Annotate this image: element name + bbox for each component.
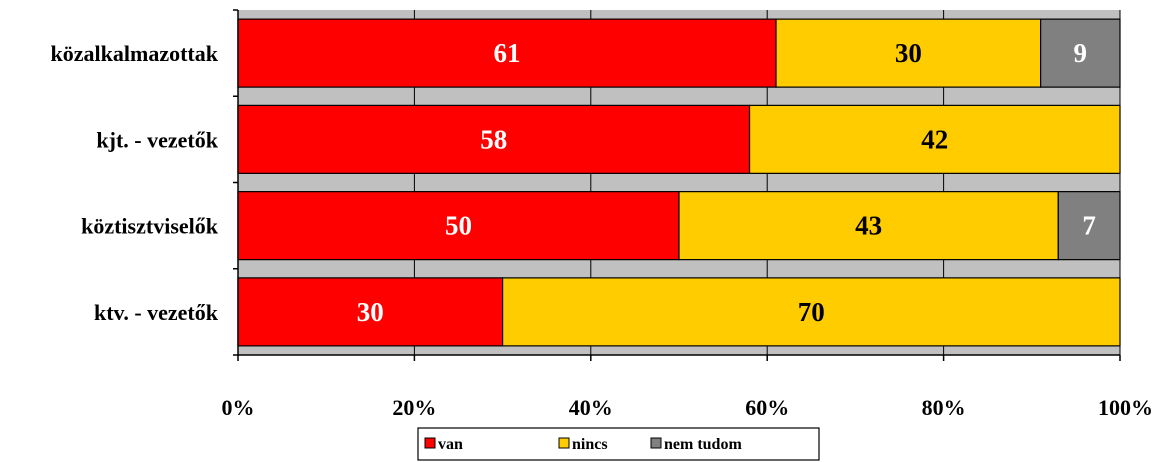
bar-value-label: 61 [494,38,521,68]
legend-label: van [438,436,463,453]
bar-segment [237,104,751,174]
bar-value-label: 9 [1074,38,1088,68]
bar-segment [1057,191,1121,261]
bar-value-label: 7 [1082,211,1096,241]
bar-segment [775,18,1042,88]
legend-label: nem tudom [664,436,742,453]
legend: van nincs nem tudom [417,427,820,461]
bar-segment [1040,18,1121,88]
legend-label: nincs [572,436,608,453]
legend-box [417,427,820,461]
x-tick-label: 80% [922,395,966,420]
legend-swatch [650,437,662,449]
bar-value-label: 50 [445,211,472,241]
category-label: ktv. - vezetők [94,300,219,325]
legend-swatch [424,437,436,449]
category-labels: közalkalmazottak kjt. - vezetők köztisztvi… [51,41,219,325]
bar-segment [678,191,1059,261]
x-tick-label: 40% [569,395,613,420]
x-tick-labels: 0% 20% 40% 60% 80% 100% [222,395,1154,420]
bar-segment [748,104,1121,174]
category-label: köztisztviselők [81,214,219,239]
bar-value-label: 43 [855,211,882,241]
bar-segment [502,277,1121,347]
bar-value-label: 58 [480,124,507,154]
axes [233,9,1121,361]
bar-value-label: 42 [921,124,948,154]
bar-value-label: 70 [798,297,825,327]
x-tick-label: 60% [745,395,789,420]
legend-swatch [558,437,570,449]
category-label: kjt. - vezetők [96,127,218,152]
bar-value-label: 30 [895,38,922,68]
bars: 61 30 9 58 42 50 43 7 30 70 [237,18,1121,347]
bar-segment [237,277,504,347]
x-tick-label: 100% [1098,395,1153,420]
x-tick-label: 20% [392,395,436,420]
bar-value-label: 30 [357,297,384,327]
category-label: közalkalmazottak [51,41,219,66]
x-tick-label: 0% [222,395,255,420]
